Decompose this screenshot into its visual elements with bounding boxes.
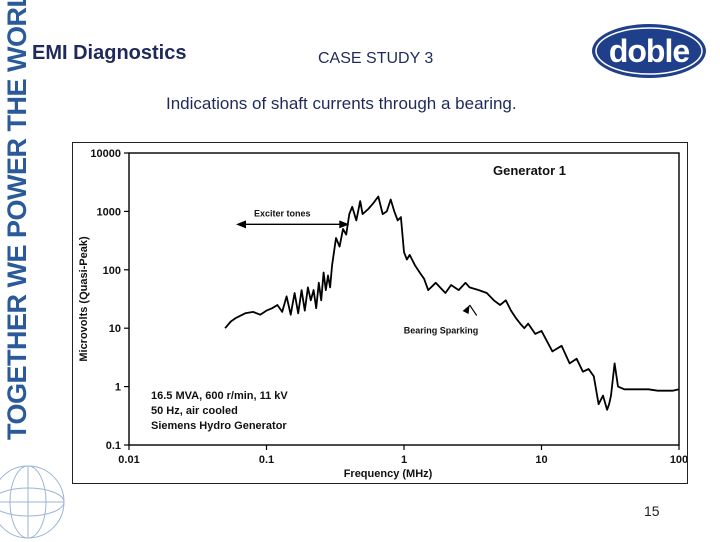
chart-frame: 0.01 0.1 1 10 100 0.1 1 10 100 1000 10000 Generato… [72,142,688,484]
tagline: TOGETHER WE POWER THE WORLD [2,0,32,440]
slide-title: EMI Diagnostics [32,42,187,64]
x-tick-label: 10 [535,454,547,466]
globe-icon [0,465,65,539]
x-axis-label: Frequency (MHz) [344,468,433,480]
chart-title: Generator 1 [493,163,566,178]
exciter-tones-label: Exciter tones [254,208,311,218]
exciter-arrow-right-head [339,220,350,229]
info-box: 16.5 MVA, 600 r/min, 11 kV 50 Hz, air co… [151,390,288,432]
y-tick-label: 0.1 [106,440,121,452]
y-tick-label: 10 [109,323,121,335]
info-line-3: Siemens Hydro Generator [151,420,287,432]
logo-text: doble [609,33,690,69]
chart-svg: 0.01 0.1 1 10 100 0.1 1 10 100 1000 10000 Generato… [78,148,687,480]
y-tick-label: 10000 [90,148,121,160]
y-tick-label: 100 [103,265,121,277]
y-axis-label: Microvolts (Quasi-Peak) [78,236,90,362]
y-tick-label: 1000 [97,206,121,218]
series-line [224,195,680,411]
x-tick-label: 1 [401,454,407,466]
x-tick-label: 0.01 [118,454,139,466]
y-tick-label: 1 [115,382,121,394]
doble-logo: doble [592,24,706,78]
slide-subtitle: Indications of shaft currents through a … [166,94,517,113]
exciter-arrow-left-head [235,220,246,229]
bearing-sparking-label: Bearing Sparking [404,326,479,336]
x-tick-label: 0.1 [259,454,274,466]
x-tick-label: 100 [670,454,687,466]
info-line-1: 16.5 MVA, 600 r/min, 11 kV [151,390,288,402]
page-number: 15 [644,503,660,519]
bearing-arrow-head [462,304,470,314]
case-study-label: CASE STUDY 3 [318,50,434,67]
bearing-arrow-line [469,304,478,316]
info-line-2: 50 Hz, air cooled [151,405,238,417]
